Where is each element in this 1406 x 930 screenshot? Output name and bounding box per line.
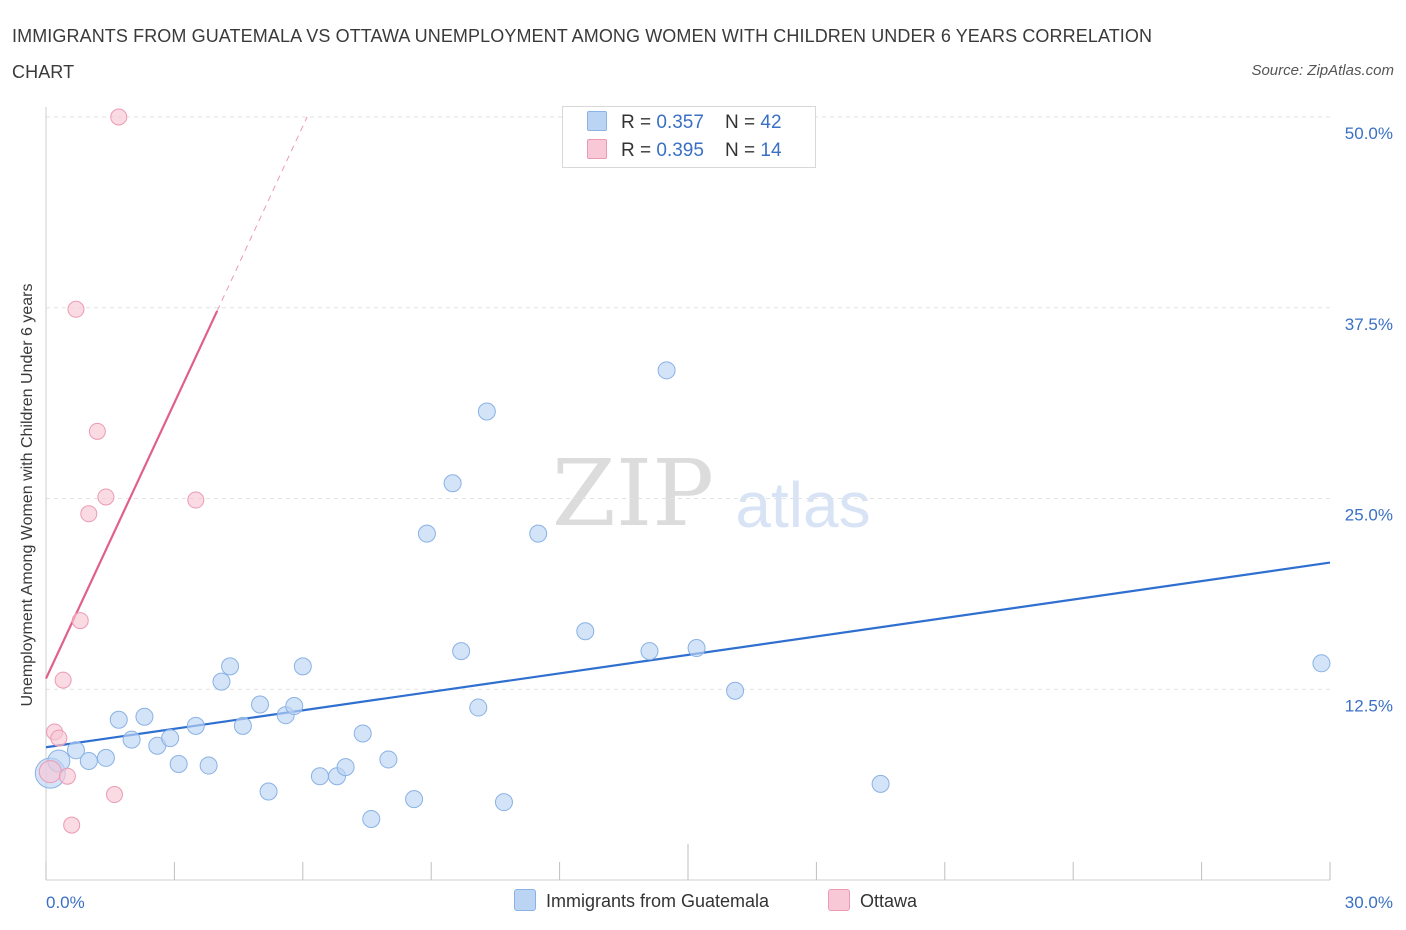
data-points: [34, 108, 1331, 834]
data-point-guatemala: [79, 751, 98, 770]
watermark: ZIP atlas: [552, 440, 871, 547]
legend-item-guatemala: Immigrants from Guatemala: [514, 889, 769, 912]
data-point-ottawa: [97, 488, 115, 506]
legend-item-ottawa: Ottawa: [828, 889, 917, 912]
data-point-guatemala: [251, 695, 269, 714]
legend-swatch-pink: [587, 139, 607, 159]
legend-row-ottawa: R = 0.395 N = 14: [587, 139, 782, 165]
data-point-ottawa: [50, 729, 68, 747]
data-point-guatemala: [657, 361, 676, 380]
data-point-ottawa: [88, 422, 106, 440]
data-point-guatemala: [96, 748, 115, 767]
legend-swatch-pink: [828, 889, 850, 911]
data-point-guatemala: [353, 724, 372, 743]
data-point-ottawa: [54, 671, 72, 689]
series-legend: Immigrants from Guatemala Ottawa: [0, 889, 1406, 917]
x-tick-label: 30.0%: [1345, 893, 1393, 912]
data-point-guatemala: [379, 750, 398, 769]
correlation-legend: R = 0.357 N = 42 R = 0.395 N = 14: [562, 106, 816, 168]
y-tick-label: 12.5%: [1345, 696, 1393, 715]
legend-n-label: N =: [725, 112, 761, 133]
data-point-guatemala: [477, 402, 496, 421]
data-point-guatemala: [871, 774, 890, 793]
data-point-guatemala: [443, 474, 462, 493]
data-point-ottawa: [110, 108, 128, 126]
legend-n-label: N =: [725, 140, 761, 161]
chart-title: IMMIGRANTS FROM GUATEMALA VS OTTAWA UNEM…: [12, 26, 1153, 82]
data-point-guatemala: [122, 730, 141, 749]
data-point-guatemala: [66, 741, 85, 760]
axes: [45, 107, 1331, 881]
data-point-guatemala: [221, 657, 240, 676]
data-point-guatemala: [362, 809, 381, 828]
legend-swatch-blue: [514, 889, 536, 911]
data-point-guatemala: [469, 698, 488, 717]
data-point-guatemala: [452, 642, 471, 661]
grid-lines: [46, 116, 1330, 690]
y-tick-label: 37.5%: [1345, 315, 1393, 334]
data-point-ottawa: [80, 505, 98, 523]
data-point-guatemala: [259, 782, 278, 801]
data-point-guatemala: [310, 767, 329, 786]
data-point-guatemala: [285, 697, 304, 716]
data-point-guatemala: [1312, 654, 1331, 673]
data-point-guatemala: [233, 716, 252, 735]
tick-labels: 12.5% 25.0% 37.5% 50.0% 0.0% 30.0%: [46, 124, 1393, 912]
legend-r-value: 0.357: [656, 112, 704, 133]
legend-label-ottawa: Ottawa: [860, 891, 918, 911]
legend-label-guatemala: Immigrants from Guatemala: [546, 891, 770, 911]
data-point-guatemala: [687, 639, 706, 658]
data-point-guatemala: [336, 758, 355, 777]
data-point-guatemala: [186, 716, 205, 735]
data-point-guatemala: [640, 642, 659, 661]
data-point-guatemala: [726, 681, 745, 700]
y-tick-label: 25.0%: [1345, 506, 1393, 525]
source-label: Source: ZipAtlas.com: [1251, 62, 1394, 79]
legend-swatch-blue: [587, 111, 607, 131]
x-tick-label: 0.0%: [46, 893, 85, 912]
data-point-guatemala: [405, 790, 424, 809]
data-point-guatemala: [109, 710, 128, 729]
data-point-ottawa: [187, 491, 205, 509]
data-point-ottawa: [71, 612, 89, 630]
data-point-guatemala: [417, 524, 436, 543]
legend-row-guatemala: R = 0.357 N = 42: [587, 111, 782, 137]
legend-r-value: 0.395: [656, 140, 704, 161]
y-tick-label: 50.0%: [1345, 124, 1393, 143]
data-point-guatemala: [161, 729, 180, 748]
data-point-guatemala: [169, 755, 188, 774]
data-point-guatemala: [293, 657, 312, 676]
data-point-ottawa: [58, 767, 76, 785]
legend-r-label: R =: [621, 140, 657, 161]
legend-n-value: 14: [760, 140, 782, 161]
data-point-ottawa: [67, 300, 85, 318]
watermark-atlas: atlas: [735, 469, 870, 541]
legend-r-label: R =: [621, 112, 657, 133]
data-point-ottawa: [38, 760, 62, 784]
data-point-ottawa: [63, 816, 81, 834]
watermark-zip: ZIP: [552, 440, 714, 547]
data-point-guatemala: [135, 707, 154, 726]
data-point-guatemala: [494, 793, 513, 812]
data-point-guatemala: [576, 622, 595, 641]
trend-line-guatemala: [45, 561, 1331, 749]
data-point-ottawa: [105, 786, 123, 804]
legend-n-value: 42: [760, 112, 782, 133]
data-point-guatemala: [212, 672, 231, 691]
data-point-guatemala: [199, 756, 218, 775]
data-point-guatemala: [529, 524, 548, 543]
trend-lines: [45, 116, 1331, 749]
trend-extension-ottawa: [216, 116, 308, 312]
